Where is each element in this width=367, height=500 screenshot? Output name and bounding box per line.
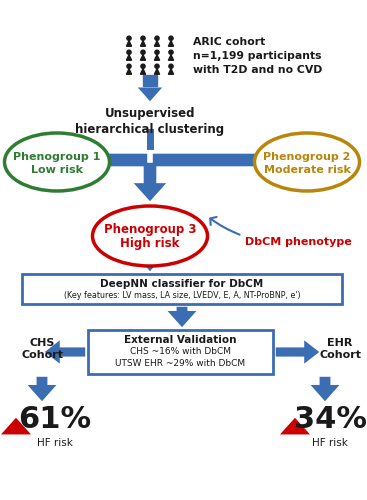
Polygon shape	[168, 68, 174, 74]
Text: CHS: CHS	[29, 338, 55, 348]
Text: High risk: High risk	[120, 236, 180, 250]
Polygon shape	[126, 68, 132, 74]
Polygon shape	[155, 68, 160, 74]
Text: EHR: EHR	[327, 338, 353, 348]
Polygon shape	[155, 41, 160, 46]
Text: Cohort: Cohort	[319, 350, 361, 360]
Circle shape	[141, 64, 145, 68]
Text: Phenogroup 3: Phenogroup 3	[104, 222, 196, 235]
Circle shape	[169, 50, 173, 54]
Text: UTSW EHR ~29% with DbCM: UTSW EHR ~29% with DbCM	[116, 359, 246, 368]
Circle shape	[141, 36, 145, 40]
Circle shape	[169, 36, 173, 40]
FancyBboxPatch shape	[88, 330, 273, 374]
Text: Phenogroup 2: Phenogroup 2	[263, 152, 351, 162]
Text: Phenogroup 1: Phenogroup 1	[13, 152, 101, 162]
Text: Low risk: Low risk	[31, 165, 83, 175]
Circle shape	[155, 36, 159, 40]
Text: Unsupervised
hierarchical clustering: Unsupervised hierarchical clustering	[76, 107, 225, 136]
Text: 34%: 34%	[294, 404, 367, 434]
FancyBboxPatch shape	[22, 274, 342, 304]
Circle shape	[127, 50, 131, 54]
Circle shape	[155, 50, 159, 54]
Polygon shape	[168, 54, 174, 60]
Text: HF risk: HF risk	[312, 438, 348, 448]
Circle shape	[127, 36, 131, 40]
Text: (Key features: LV mass, LA size, LVEDV, E, A, NT-ProBNP, e'): (Key features: LV mass, LA size, LVEDV, …	[64, 292, 300, 300]
Text: CHS ~16% with DbCM: CHS ~16% with DbCM	[130, 348, 231, 356]
Polygon shape	[141, 41, 146, 46]
Text: External Validation: External Validation	[124, 335, 237, 345]
Ellipse shape	[92, 206, 207, 266]
FancyBboxPatch shape	[143, 75, 157, 86]
Ellipse shape	[4, 133, 109, 191]
Polygon shape	[126, 41, 132, 46]
Circle shape	[141, 50, 145, 54]
Polygon shape	[141, 68, 146, 74]
Polygon shape	[155, 54, 160, 60]
Text: 61%: 61%	[18, 404, 91, 434]
Text: DbCM phenotype: DbCM phenotype	[210, 217, 352, 247]
Text: ARIC cohort
n=1,199 participants
with T2D and no CVD: ARIC cohort n=1,199 participants with T2…	[193, 37, 322, 75]
Text: DeepNN classifier for DbCM: DeepNN classifier for DbCM	[101, 279, 264, 289]
Polygon shape	[126, 54, 132, 60]
Text: HF risk: HF risk	[37, 438, 73, 448]
Text: Cohort: Cohort	[21, 350, 63, 360]
Circle shape	[169, 64, 173, 68]
Polygon shape	[141, 54, 146, 60]
Ellipse shape	[254, 133, 360, 191]
Circle shape	[155, 64, 159, 68]
Circle shape	[127, 64, 131, 68]
Polygon shape	[168, 41, 174, 46]
Text: Moderate risk: Moderate risk	[264, 165, 350, 175]
